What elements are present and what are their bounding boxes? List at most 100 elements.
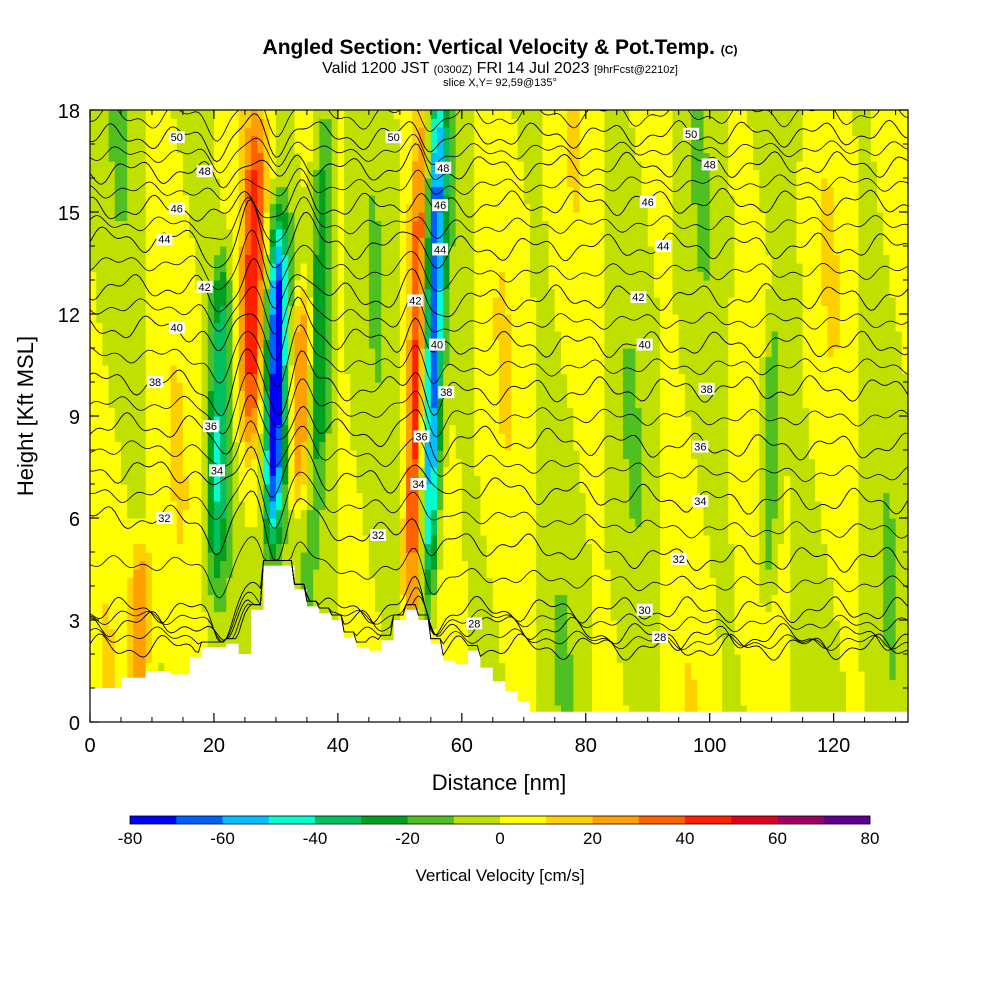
- velocity-cell: [120, 620, 128, 630]
- velocity-cell: [443, 628, 451, 638]
- velocity-cell: [313, 382, 320, 392]
- velocity-cell: [213, 603, 221, 613]
- velocity-cell: [158, 390, 165, 400]
- velocity-cell: [226, 144, 234, 154]
- velocity-cell: [399, 169, 407, 179]
- velocity-cell: [151, 169, 159, 179]
- velocity-cell: [238, 195, 246, 205]
- velocity-cell: [468, 594, 475, 604]
- velocity-cell: [108, 348, 116, 358]
- velocity-cell: [213, 169, 221, 179]
- velocity-cell: [337, 212, 345, 222]
- velocity-cell: [480, 229, 488, 239]
- velocity-cell: [505, 450, 512, 460]
- velocity-cell: [418, 169, 426, 179]
- velocity-cell: [164, 254, 172, 264]
- velocity-cell: [511, 416, 519, 426]
- velocity-cell: [362, 195, 370, 205]
- velocity-cell: [449, 441, 457, 451]
- velocity-cell: [461, 254, 469, 264]
- velocity-cell: [368, 246, 376, 256]
- velocity-cell: [505, 535, 512, 545]
- velocity-cell: [368, 110, 376, 120]
- velocity-cell: [226, 467, 234, 477]
- velocity-cell: [362, 127, 370, 137]
- velocity-cell: [170, 365, 178, 375]
- velocity-cell: [170, 246, 178, 256]
- velocity-cell: [362, 110, 370, 120]
- velocity-cell: [294, 305, 302, 315]
- velocity-cell: [294, 110, 302, 120]
- velocity-cell: [108, 186, 116, 196]
- velocity-cell: [381, 450, 389, 460]
- velocity-cell: [313, 475, 320, 485]
- velocity-cell: [139, 195, 147, 205]
- velocity-cell: [182, 662, 190, 672]
- velocity-cell: [399, 246, 407, 256]
- velocity-cell: [108, 484, 116, 494]
- velocity-cell: [114, 535, 122, 545]
- velocity-cell: [344, 110, 351, 120]
- velocity-cell: [499, 127, 506, 137]
- velocity-cell: [325, 305, 333, 315]
- velocity-cell: [362, 543, 370, 553]
- velocity-cell: [418, 237, 426, 247]
- velocity-cell: [505, 424, 512, 434]
- velocity-cell: [350, 552, 358, 562]
- velocity-cell: [350, 416, 358, 426]
- velocity-cell: [195, 424, 203, 434]
- velocity-cell: [182, 543, 190, 553]
- velocity-cell: [145, 135, 153, 145]
- velocity-cell: [313, 450, 320, 460]
- velocity-cell: [424, 467, 432, 477]
- velocity-cell: [207, 118, 215, 128]
- velocity-cell: [344, 467, 351, 477]
- velocity-cell: [120, 552, 128, 562]
- velocity-cell: [189, 144, 196, 154]
- velocity-cell: [486, 135, 494, 145]
- velocity-cell: [362, 433, 370, 443]
- velocity-cell: [151, 118, 159, 128]
- velocity-cell: [393, 535, 401, 545]
- velocity-cell: [195, 288, 203, 298]
- velocity-cell: [492, 416, 500, 426]
- velocity-cell: [325, 424, 333, 434]
- velocity-cell: [176, 535, 184, 545]
- velocity-cell: [461, 526, 469, 536]
- velocity-cell: [133, 535, 141, 545]
- velocity-cell: [499, 569, 506, 579]
- velocity-cell: [145, 628, 153, 638]
- velocity-cell: [375, 365, 382, 375]
- velocity-cell: [232, 169, 240, 179]
- velocity-cell: [468, 475, 475, 485]
- velocity-cell: [468, 271, 475, 281]
- velocity-cell: [375, 152, 382, 162]
- velocity-cell: [455, 637, 463, 647]
- velocity-cell: [492, 577, 500, 587]
- velocity-cell: [275, 433, 283, 443]
- velocity-cell: [226, 637, 234, 647]
- velocity-cell: [220, 424, 227, 434]
- velocity-cell: [480, 288, 488, 298]
- velocity-cell: [102, 611, 110, 621]
- velocity-cell: [381, 611, 389, 621]
- velocity-cell: [375, 399, 382, 409]
- velocity-cell: [337, 467, 345, 477]
- velocity-cell: [139, 254, 147, 264]
- velocity-cell: [424, 458, 432, 468]
- velocity-cell: [176, 492, 184, 502]
- velocity-cell: [251, 424, 258, 434]
- velocity-cell: [294, 339, 302, 349]
- velocity-cell: [306, 254, 314, 264]
- velocity-cell: [108, 543, 116, 553]
- velocity-cell: [393, 577, 401, 587]
- velocity-cell: [139, 271, 147, 281]
- velocity-cell: [145, 297, 153, 307]
- velocity-cell: [96, 178, 103, 188]
- velocity-cell: [368, 161, 376, 171]
- velocity-cell: [387, 169, 395, 179]
- velocity-cell: [387, 382, 395, 392]
- velocity-cell: [251, 161, 258, 171]
- velocity-cell: [114, 518, 122, 528]
- velocity-cell: [195, 220, 203, 230]
